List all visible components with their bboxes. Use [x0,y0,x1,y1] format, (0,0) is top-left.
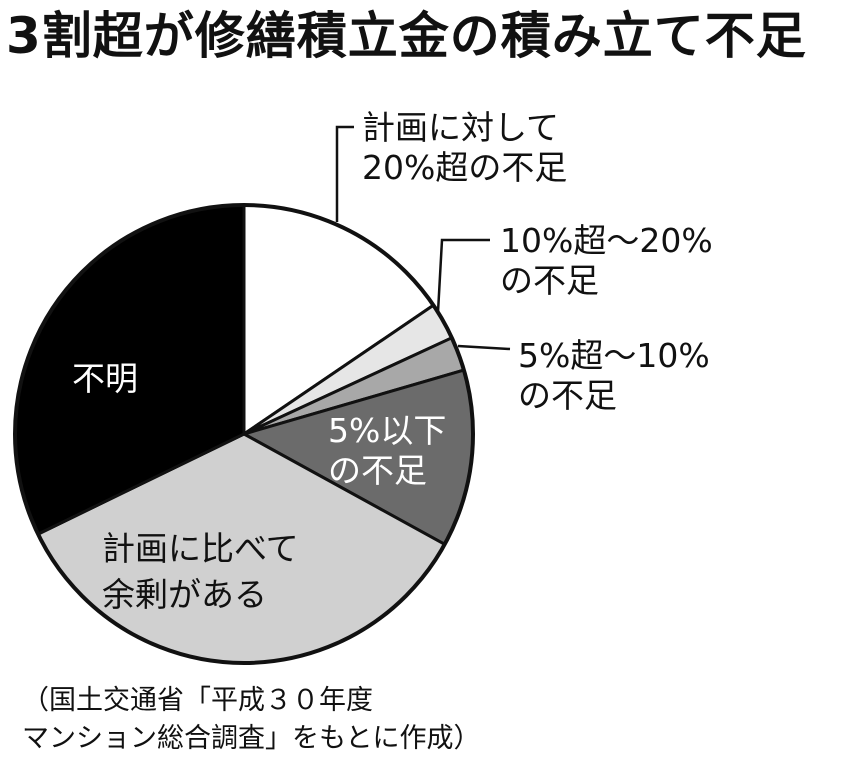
source-note: （国土交通省「平成３０年度 マンション総合調査」をもとに作成） [22,682,480,758]
slice-label-3: 5%以下の不足 [328,411,446,490]
slice-label-4-line-1: 余剰がある [102,575,267,614]
slice-label-4: 計画に比べて余剰がある [102,529,299,614]
chart-title: 3割超が修繕積立金の積み立て不足 [6,7,807,65]
slice-label-1-line-1: の不足 [500,261,599,300]
leader-line-1 [436,238,490,313]
slice-label-1: 10%超～20%の不足 [500,221,713,300]
slice-label-2-line-0: 5%超～10% [518,336,710,375]
slice-label-5: 不明 [72,359,138,398]
slice-label-2: 5%超～10%の不足 [518,336,710,415]
slice-label-0-line-1: 20%超の不足 [362,148,567,187]
slice-label-3-line-1: の不足 [328,451,427,490]
leader-line-2 [457,344,511,351]
source-line-2: マンション総合調査」をもとに作成） [22,723,481,754]
slice-label-3-line-0: 5%以下 [328,411,446,450]
slice-label-0: 計画に対して 20%超の不足 [362,108,567,187]
slice-label-2-line-1: の不足 [518,376,617,415]
pie-outline [13,203,475,665]
leader-line-0 [335,125,354,222]
slice-label-5-line-0: 不明 [72,359,138,398]
source-line-1: （国土交通省「平成３０年度 [22,685,373,716]
slice-label-0-line-0: 計画に対して [362,108,559,147]
slice-label-1-line-0: 10%超～20% [500,221,713,260]
slice-label-4-line-0: 計画に比べて [102,529,299,568]
